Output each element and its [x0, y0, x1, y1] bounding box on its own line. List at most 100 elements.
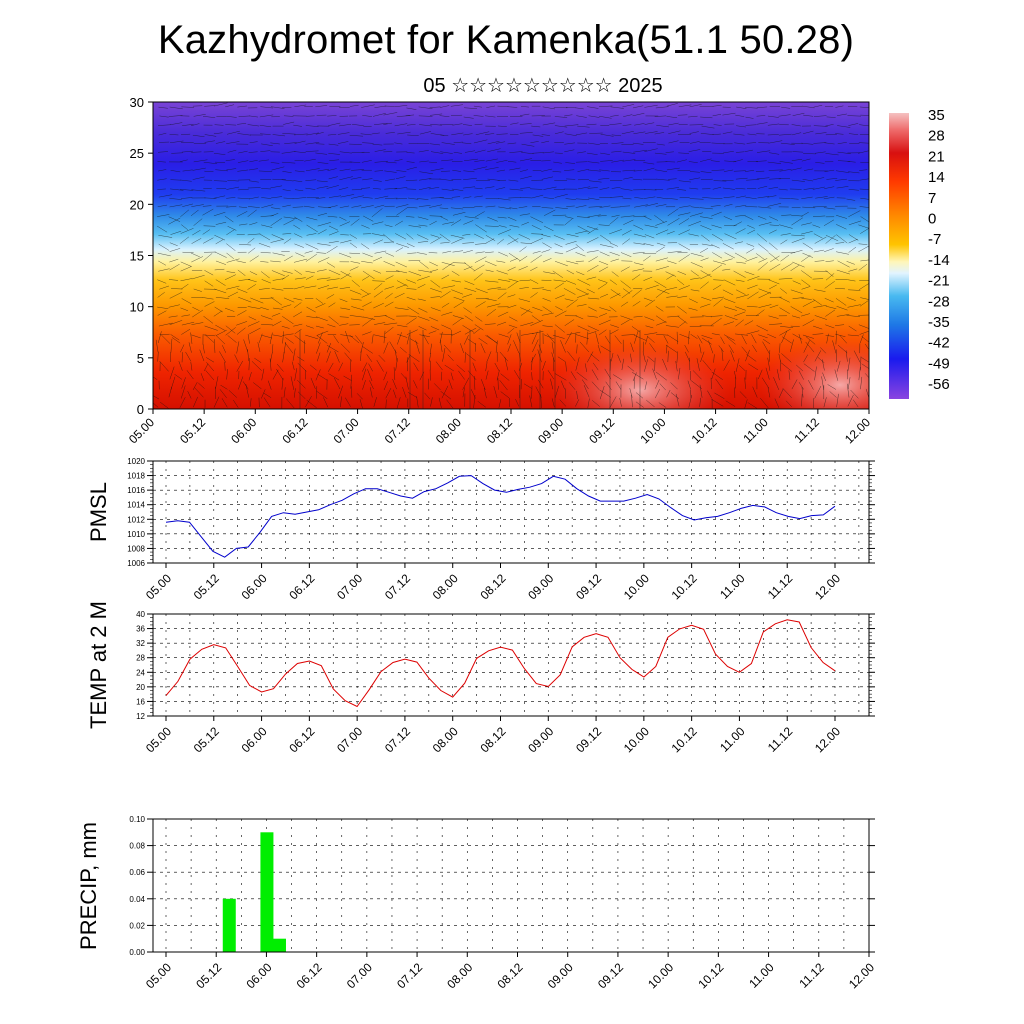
wind-vector [598, 266, 609, 272]
wind-vector [316, 342, 321, 354]
wind-vector [711, 333, 720, 336]
wind-vector [647, 336, 655, 343]
wind-vector [371, 221, 384, 225]
wind-vector [530, 216, 544, 223]
wind-vector [675, 361, 678, 372]
wind-vector [801, 196, 813, 200]
wind-vector [552, 214, 567, 216]
wind-vector [419, 160, 429, 163]
wind-vector [576, 371, 588, 381]
wind-vector [801, 394, 803, 407]
wind-vector [738, 364, 746, 371]
wind-vector [339, 176, 353, 181]
wind-vector [822, 359, 825, 371]
wind-vector [768, 252, 779, 261]
y-tick-label: 30 [130, 95, 144, 110]
wind-vector [237, 169, 249, 172]
wind-vector [813, 325, 823, 330]
wind-vector [666, 103, 678, 107]
wind-vector [192, 176, 205, 180]
wind-vector [158, 194, 173, 198]
wind-vector [419, 131, 432, 135]
wind-vector [700, 303, 711, 308]
wind-vector [186, 370, 194, 380]
wind-vector [283, 115, 294, 117]
wind-vector [422, 334, 429, 345]
wind-vector [349, 234, 357, 239]
wind-vector [204, 270, 214, 276]
wind-vector [645, 335, 648, 345]
wind-vector [327, 362, 334, 372]
wind-vector [756, 150, 771, 153]
wind-vector [744, 170, 755, 172]
wind-vector [442, 250, 452, 254]
wind-vector [575, 132, 588, 136]
x-tick-label: 05.00 [143, 724, 174, 755]
wind-vector [748, 363, 759, 371]
wind-vector [429, 204, 442, 208]
wind-vector [405, 114, 415, 116]
wind-vector [689, 104, 702, 108]
wind-vector [747, 402, 757, 409]
wind-vector [837, 151, 851, 154]
wind-vector [305, 168, 320, 172]
wind-vector [227, 149, 237, 153]
wind-vector [768, 279, 780, 285]
wind-vector [577, 186, 591, 190]
wind-vector [378, 354, 386, 362]
wind-vector [780, 233, 791, 236]
y-tick-label: 0.08 [129, 842, 145, 851]
wind-vector [362, 252, 373, 258]
wind-vector [678, 104, 692, 108]
wind-vector [564, 169, 575, 171]
wind-vector [238, 150, 248, 154]
wind-vector [836, 113, 847, 116]
wind-vector [711, 233, 724, 241]
wind-vector [655, 315, 667, 324]
wind-vector [870, 280, 881, 284]
wind-vector [635, 392, 644, 399]
wind-vector [579, 341, 590, 353]
wind-vector [362, 196, 373, 199]
wind-vector [622, 159, 636, 162]
wind-vector [826, 116, 836, 118]
wind-vector [474, 206, 483, 208]
wind-vector [418, 106, 433, 109]
wind-vector [746, 248, 755, 254]
wind-vector [609, 396, 617, 409]
wind-vector [565, 280, 577, 285]
wind-vector [542, 288, 552, 292]
wind-vector [823, 207, 836, 210]
wind-vector [679, 321, 686, 327]
wind-vector [802, 252, 814, 258]
wind-vector [745, 124, 757, 126]
wind-vector [710, 160, 720, 162]
wind-vector [643, 215, 652, 221]
wind-vector [247, 306, 261, 309]
wind-vector [630, 342, 634, 352]
wind-vector [791, 159, 803, 161]
wind-vector [825, 324, 835, 329]
wind-vector [270, 213, 279, 217]
wind-vector [577, 125, 590, 128]
wind-vector [227, 179, 239, 182]
wind-vector [247, 334, 250, 344]
wind-vector [620, 319, 630, 326]
x-tick-label: 07.00 [334, 571, 365, 602]
wind-vector [247, 321, 260, 327]
wind-vector [560, 340, 566, 353]
wind-vector [371, 208, 383, 218]
wind-vector [869, 299, 878, 304]
wind-vector [249, 271, 258, 276]
wind-vector [835, 242, 845, 244]
wind-vector [224, 274, 236, 280]
wind-vector [225, 159, 235, 161]
wind-vector [361, 224, 370, 229]
wind-vector [812, 278, 824, 280]
wind-vector [792, 112, 805, 116]
wind-vector [670, 382, 678, 390]
wind-vector [339, 287, 351, 289]
wind-vector [317, 162, 329, 164]
wind-vector [326, 342, 332, 353]
page-title: Kazhydromet for Kamenka(51.1 50.28) [157, 18, 855, 62]
